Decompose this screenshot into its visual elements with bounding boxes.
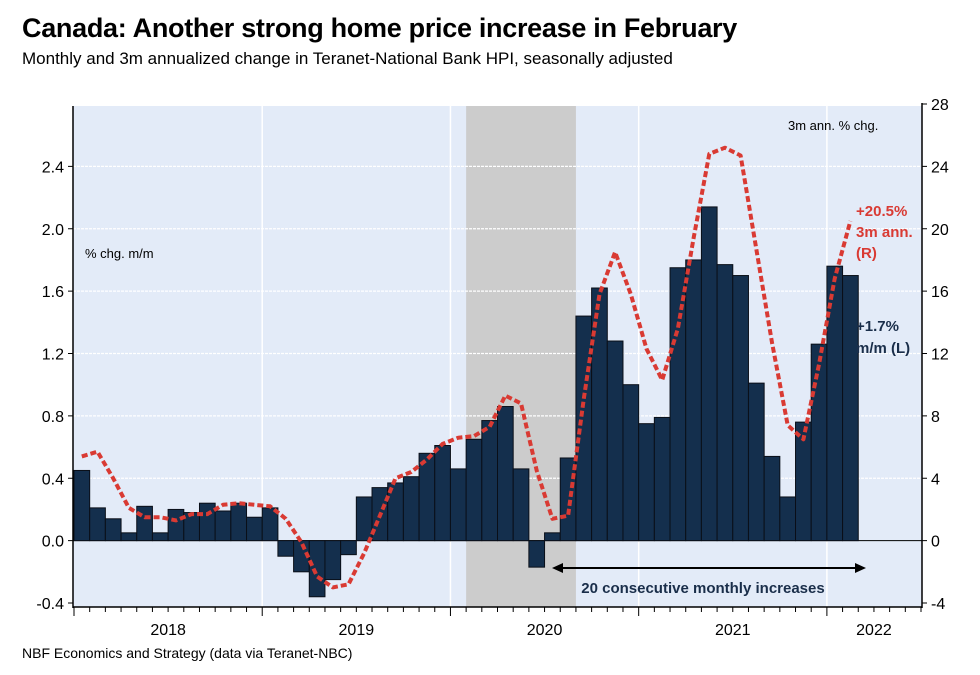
consecutive-increases-arrow [552,563,866,573]
right-tick-label: 8 [931,409,940,426]
right-tick-label: 4 [931,471,940,488]
bar [559,457,577,542]
left-tick-label: 2.0 [42,222,64,239]
arrow-label: 20 consecutive monthly increases [581,580,824,597]
bar [685,259,702,542]
bar [308,540,326,598]
bar [151,532,169,542]
bar [230,502,248,542]
chart-title: Canada: Another strong home price increa… [22,13,737,43]
bar [214,510,232,542]
left-tick-label: 1.2 [42,347,64,364]
right-tick-label: 16 [931,284,949,301]
arrow-head-left [552,563,563,573]
bar [653,416,671,542]
bar [700,206,718,542]
bar [716,264,734,542]
right-tick-label: 20 [931,222,949,239]
bar [167,508,185,542]
bar-label-name: m/m (L) [856,340,910,357]
right-tick-label: 28 [931,97,949,114]
bar [528,540,546,568]
left-axis-ticks: -0.4 0.0 0.4 0.8 1.2 1.6 2.0 2.4 [36,159,73,613]
left-tick-label: 1.6 [42,284,64,301]
line-label-value: +20.5% [856,203,907,220]
bar [324,540,342,581]
bar [136,505,153,542]
bar [842,275,859,542]
bar [104,518,122,542]
bar [340,540,357,556]
bar [355,496,373,542]
x-axis-ticks: 2018 2019 2020 2021 2022 [73,607,922,639]
x-tick-label: 2018 [150,622,186,639]
bar [622,384,640,542]
bar [497,406,514,542]
bar [402,476,420,542]
left-tick-label: -0.4 [36,596,64,613]
left-tick-label: 0.4 [42,471,64,488]
bar [183,512,200,542]
bar [512,468,530,542]
bar [73,469,91,542]
right-axis-ticks: -4 0 4 8 12 16 20 24 28 [922,97,949,613]
source-note: NBF Economics and Strategy (data via Ter… [22,645,353,661]
bar [606,340,624,542]
bar [449,468,467,542]
x-tick-label: 2021 [715,622,751,639]
left-axis-label: % chg. m/m [85,246,154,261]
line-label-axis: (R) [856,245,877,262]
bar [89,507,106,542]
bar [747,382,765,542]
right-tick-label: -4 [931,596,945,613]
bar [465,438,483,542]
right-axis-label: 3m ann. % chg. [788,118,878,133]
bar [418,452,436,542]
bar [638,423,655,542]
chart-subtitle: Monthly and 3m annualized change in Tera… [22,49,673,68]
x-tick-label: 2020 [527,622,563,639]
bar [763,455,781,542]
right-tick-label: 24 [931,159,949,176]
arrow-head-right [855,563,866,573]
x-tick-label: 2019 [339,622,375,639]
bar [481,420,499,542]
x-tick-label: 2022 [856,622,892,639]
line-series-3m-annualized [81,145,853,590]
line-label-name: 3m ann. [856,224,913,241]
bar [810,343,828,542]
bar-label-value: +1.7% [856,318,899,335]
bar [732,275,749,542]
right-tick-label: 0 [931,534,940,551]
bar-series [73,206,859,598]
bar [544,532,561,542]
bar [434,445,451,542]
left-tick-label: 2.4 [42,159,64,176]
bar [198,502,216,542]
left-tick-label: 0.0 [42,534,64,551]
right-tick-label: 12 [931,347,949,364]
bar [246,516,263,542]
left-tick-label: 0.8 [42,409,64,426]
bar [277,540,295,557]
bar [779,496,797,542]
bar [120,532,138,542]
